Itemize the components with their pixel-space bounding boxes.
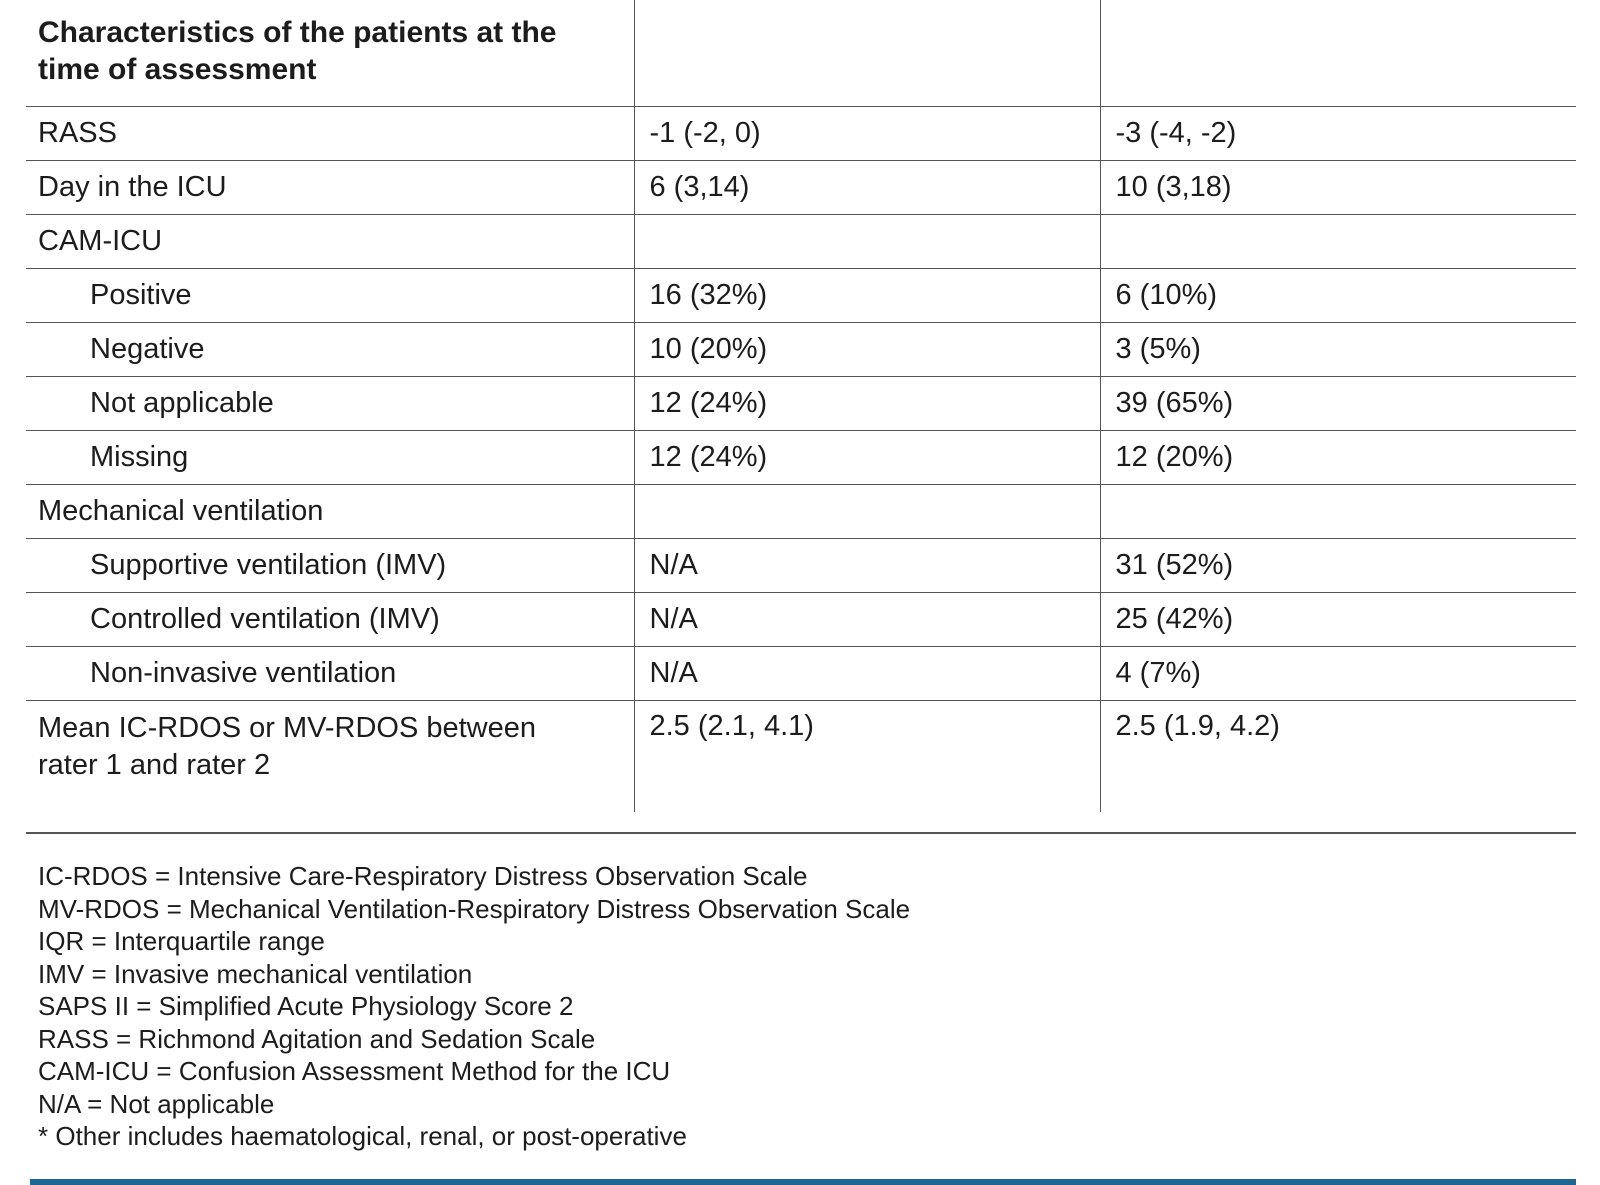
page-content: Characteristics of the patients at the t… — [26, 0, 1576, 1185]
col3-value: 25 (42%) — [1100, 592, 1576, 647]
table-row: Negative 10 (20%) 3 (5%) — [26, 322, 1576, 377]
footnote-line: CAM-ICU = Confusion Assessment Method fo… — [38, 1056, 671, 1086]
table-title: Characteristics of the patients at the t… — [26, 0, 635, 107]
col3-value — [1100, 214, 1576, 269]
footnote-line: IMV = Invasive mechanical ventilation — [38, 958, 473, 989]
col3-value: 10 (3,18) — [1100, 160, 1576, 215]
table-row: Day in the ICU 6 (3,14) 10 (3,18) — [26, 160, 1576, 215]
row-label: Supportive ventilation (IMV) — [26, 538, 635, 593]
col2-value: N/A — [634, 538, 1101, 593]
col3-value: 12 (20%) — [1100, 430, 1576, 485]
col2-value: N/A — [634, 646, 1101, 701]
column-3-header — [1100, 0, 1576, 107]
table-bottom-rule — [26, 832, 1576, 834]
table-row: Mean IC-RDOS or MV-RDOS between rater 1 … — [26, 700, 1576, 812]
footnote-line: MV-RDOS = Mechanical Ventilation-Respira… — [38, 893, 911, 924]
row-label: Day in the ICU — [26, 160, 635, 215]
col3-value: 6 (10%) — [1100, 268, 1576, 323]
col3-value — [1100, 484, 1576, 539]
col3-value: 2.5 (1.9, 4.2) — [1115, 710, 1280, 742]
col2-value: 2.5 (2.1, 4.1) — [634, 700, 1101, 812]
row-label: Not applicable — [26, 376, 635, 431]
patient-characteristics-table: Characteristics of the patients at the t… — [26, 0, 1576, 812]
col3-value: 31 (52%) — [1100, 538, 1576, 593]
col2-value: 12 (24%) — [634, 376, 1101, 431]
col3-value: 3 (5%) — [1100, 322, 1576, 377]
footnotes-block: IC-RDOS = Intensive Care-Respiratory Dis… — [38, 860, 1576, 1153]
table-row: RASS -1 (-2, 0) -3 (-4, -2) — [26, 106, 1576, 161]
col2-value: -1 (-2, 0) — [634, 106, 1101, 161]
table-row: Positive 16 (32%) 6 (10%) — [26, 268, 1576, 323]
table-row: Supportive ventilation (IMV) N/A 31 (52%… — [26, 538, 1576, 593]
footnote-line: IC-RDOS = Intensive Care-Respiratory Dis… — [38, 861, 808, 891]
col3-value: -3 (-4, -2) — [1100, 106, 1576, 161]
footnote-line: SAPS II = Simplified Acute Physiology Sc… — [38, 991, 574, 1021]
table-row: Mechanical ventilation — [26, 484, 1576, 539]
footnote-line: * Other includes haematological, renal, … — [38, 1121, 687, 1151]
row-label: RASS — [26, 106, 635, 161]
col2-value: N/A — [634, 592, 1101, 647]
col2-value: 12 (24%) — [634, 430, 1101, 485]
table-row: CAM-ICU — [26, 214, 1576, 269]
row-label: Missing — [26, 430, 635, 485]
col3-value: 39 (65%) — [1100, 376, 1576, 431]
row-label: Non-invasive ventilation — [26, 646, 635, 701]
table-row: Not applicable 12 (24%) 39 (65%) — [26, 376, 1576, 431]
footnote-line: RASS = Richmond Agitation and Sedation S… — [38, 1023, 596, 1054]
row-label: Mechanical ventilation — [26, 484, 635, 539]
col2-value — [634, 214, 1101, 269]
row-label: CAM-ICU — [26, 214, 635, 269]
col2-value: 10 (20%) — [634, 322, 1101, 377]
table-header-row: Characteristics of the patients at the t… — [26, 0, 1576, 107]
table-row: Missing 12 (24%) 12 (20%) — [26, 430, 1576, 485]
row-label: Controlled ventilation (IMV) — [26, 592, 635, 647]
accent-divider-rule — [30, 1178, 1576, 1185]
row-label: Mean IC-RDOS or MV-RDOS between rater 1 … — [26, 700, 635, 812]
row-label: Negative — [26, 322, 635, 377]
footnote-line: N/A = Not applicable — [38, 1088, 275, 1119]
col3-value: 4 (7%) — [1100, 646, 1576, 701]
column-2-header — [634, 0, 1101, 107]
col2-value — [634, 484, 1101, 539]
col2-value: 6 (3,14) — [634, 160, 1101, 215]
row-label: Positive — [26, 268, 635, 323]
footnote-line: IQR = Interquartile range — [38, 926, 325, 956]
col2-value: 16 (32%) — [634, 268, 1101, 323]
table-row: Non-invasive ventilation N/A 4 (7%) — [26, 646, 1576, 701]
table-row: Controlled ventilation (IMV) N/A 25 (42%… — [26, 592, 1576, 647]
